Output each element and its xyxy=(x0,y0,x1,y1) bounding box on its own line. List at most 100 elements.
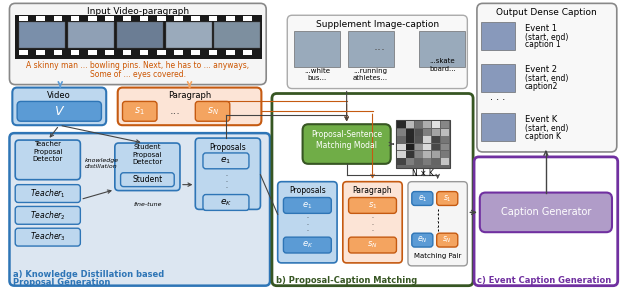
Bar xyxy=(423,151,431,158)
Text: $s_1$: $s_1$ xyxy=(368,200,377,211)
FancyBboxPatch shape xyxy=(10,3,266,85)
Bar xyxy=(440,158,449,165)
Bar xyxy=(415,143,423,151)
Bar xyxy=(406,143,414,151)
FancyBboxPatch shape xyxy=(122,101,157,121)
Bar xyxy=(432,151,440,158)
Text: Event 2: Event 2 xyxy=(525,65,557,74)
Bar xyxy=(423,143,431,151)
Bar xyxy=(166,22,212,48)
Text: · · ·: · · · xyxy=(490,96,506,106)
Bar xyxy=(348,31,394,67)
Bar xyxy=(415,121,423,128)
FancyBboxPatch shape xyxy=(195,101,230,121)
Bar xyxy=(54,50,62,55)
FancyBboxPatch shape xyxy=(15,206,81,224)
Text: Paragraph: Paragraph xyxy=(353,186,392,195)
Bar xyxy=(423,121,431,128)
Bar xyxy=(397,129,406,136)
Text: Output Dense Caption: Output Dense Caption xyxy=(497,8,597,17)
Bar xyxy=(440,129,449,136)
Bar xyxy=(36,50,45,55)
Text: b) Proposal-Caption Matching: b) Proposal-Caption Matching xyxy=(276,276,417,285)
FancyBboxPatch shape xyxy=(408,182,467,266)
Text: ...skate
board...: ...skate board... xyxy=(429,58,456,71)
Text: fine-tune: fine-tune xyxy=(133,202,162,207)
Bar xyxy=(415,151,423,158)
Bar xyxy=(214,22,260,48)
Bar xyxy=(88,50,97,55)
FancyBboxPatch shape xyxy=(120,173,174,187)
FancyBboxPatch shape xyxy=(118,88,261,125)
FancyBboxPatch shape xyxy=(436,233,458,247)
Bar xyxy=(440,143,449,151)
Bar xyxy=(432,129,440,136)
Bar xyxy=(440,136,449,143)
Text: ·
·
·: · · · xyxy=(225,173,227,191)
Text: $s_N$: $s_N$ xyxy=(207,106,218,117)
Bar xyxy=(419,31,465,67)
Bar xyxy=(19,22,65,48)
FancyBboxPatch shape xyxy=(195,138,260,209)
Bar xyxy=(396,120,450,168)
Text: $s_N$: $s_N$ xyxy=(442,235,452,245)
FancyBboxPatch shape xyxy=(278,182,337,263)
Text: a) Knowledge Distillation based: a) Knowledge Distillation based xyxy=(13,270,164,279)
Bar xyxy=(432,136,440,143)
Bar xyxy=(88,16,97,21)
FancyBboxPatch shape xyxy=(477,3,617,152)
Bar xyxy=(226,16,235,21)
Text: $e_K$: $e_K$ xyxy=(301,240,313,250)
FancyBboxPatch shape xyxy=(303,124,390,164)
Text: $e_1$: $e_1$ xyxy=(417,193,427,204)
Bar xyxy=(68,22,114,48)
Bar xyxy=(406,158,414,165)
Bar xyxy=(415,136,423,143)
Text: ...running
athletes...: ...running athletes... xyxy=(353,68,388,81)
Text: Teacher
Proposal
Detector: Teacher Proposal Detector xyxy=(33,141,63,163)
FancyBboxPatch shape xyxy=(284,198,332,213)
Bar xyxy=(243,16,252,21)
FancyBboxPatch shape xyxy=(15,140,81,180)
FancyBboxPatch shape xyxy=(436,192,458,206)
Text: Event K: Event K xyxy=(525,115,557,124)
Bar xyxy=(19,16,28,21)
FancyBboxPatch shape xyxy=(287,15,467,88)
Text: ·
·
·: · · · xyxy=(436,213,438,230)
Text: c) Event Caption Generation: c) Event Caption Generation xyxy=(477,276,611,285)
Text: knowledge
distillation: knowledge distillation xyxy=(84,158,118,169)
Bar xyxy=(105,16,114,21)
Bar xyxy=(423,129,431,136)
Bar xyxy=(191,16,200,21)
Text: Student: Student xyxy=(132,175,163,184)
Bar xyxy=(174,16,183,21)
Bar xyxy=(415,158,423,165)
FancyBboxPatch shape xyxy=(12,88,106,125)
Text: caption2: caption2 xyxy=(525,82,558,91)
Text: Proposals: Proposals xyxy=(209,143,246,151)
Bar xyxy=(406,151,414,158)
Bar xyxy=(397,136,406,143)
Bar xyxy=(397,151,406,158)
FancyBboxPatch shape xyxy=(412,233,433,247)
Text: ·
·
·: · · · xyxy=(371,216,374,233)
Text: $Teacher_1$: $Teacher_1$ xyxy=(30,187,66,200)
Bar xyxy=(157,16,166,21)
Bar xyxy=(481,113,515,141)
Text: Proposal-Sentence
Matching Modal: Proposal-Sentence Matching Modal xyxy=(311,130,382,150)
Bar xyxy=(481,22,515,50)
Text: (start, end): (start, end) xyxy=(525,33,568,41)
Bar xyxy=(440,151,449,158)
Bar xyxy=(406,121,414,128)
FancyBboxPatch shape xyxy=(480,193,612,232)
Text: Proposal Generation: Proposal Generation xyxy=(13,278,111,287)
FancyBboxPatch shape xyxy=(343,182,402,263)
Bar xyxy=(440,121,449,128)
FancyBboxPatch shape xyxy=(203,153,249,169)
Bar xyxy=(209,16,218,21)
Text: ...white
bus...: ...white bus... xyxy=(304,68,330,81)
Bar xyxy=(432,143,440,151)
Bar xyxy=(71,50,79,55)
Bar xyxy=(140,50,148,55)
Bar xyxy=(397,121,406,128)
